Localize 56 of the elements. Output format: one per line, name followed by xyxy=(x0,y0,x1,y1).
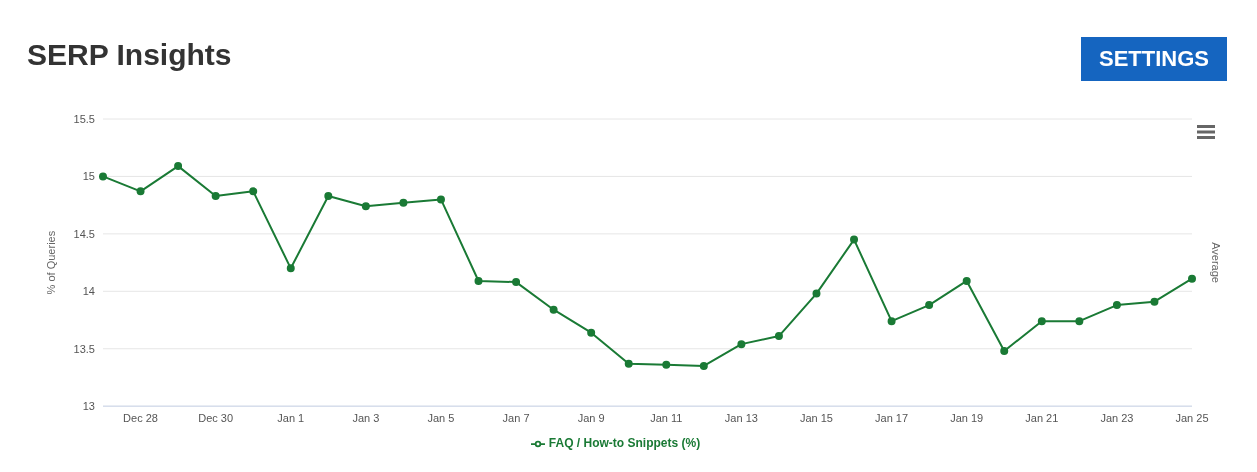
point xyxy=(249,187,258,196)
x-tick-label: Jan 21 xyxy=(1025,411,1059,424)
point xyxy=(361,202,370,211)
point xyxy=(436,195,445,204)
point xyxy=(1150,297,1159,306)
point xyxy=(174,162,183,171)
point xyxy=(399,198,408,207)
x-tick-label: Jan 1 xyxy=(277,411,305,424)
point xyxy=(587,328,596,337)
point xyxy=(1188,274,1196,283)
x-tick-label: Dec 28 xyxy=(123,411,158,424)
point xyxy=(549,305,558,314)
x-tick-label: Jan 19 xyxy=(950,411,984,424)
x-tick-label: Jan 7 xyxy=(502,411,530,424)
point xyxy=(324,191,333,200)
point xyxy=(925,301,934,310)
point xyxy=(99,172,107,181)
settings-button: SETTINGS xyxy=(1081,37,1227,81)
x-tick-label: Jan 25 xyxy=(1175,411,1209,424)
y-tick-label: 13.5 xyxy=(73,342,95,355)
point xyxy=(1000,347,1009,356)
point xyxy=(136,187,145,196)
x-tick-label: Jan 3 xyxy=(352,411,380,424)
y-tick-label: 15.5 xyxy=(73,112,95,125)
x-tick-label: Jan 23 xyxy=(1100,411,1134,424)
chart-title: SERP Insights xyxy=(27,38,232,72)
point xyxy=(774,332,783,341)
y-tick-label: 15 xyxy=(82,170,95,183)
point xyxy=(474,276,483,285)
point xyxy=(962,276,971,285)
y-tick-label: 13 xyxy=(82,400,95,413)
y2-axis-title: Average xyxy=(1210,242,1223,283)
x-tick-label: Jan 17 xyxy=(875,411,909,424)
point xyxy=(286,264,295,273)
point xyxy=(1075,317,1084,326)
x-tick-label: Jan 13 xyxy=(724,411,758,424)
x-tick-label: Jan 11 xyxy=(650,411,683,424)
x-tick-label: Jan 15 xyxy=(799,411,833,424)
point xyxy=(211,191,220,200)
point xyxy=(662,360,671,369)
x-tick-label: Jan 5 xyxy=(427,411,455,424)
point xyxy=(512,278,521,287)
point xyxy=(737,340,746,349)
point xyxy=(624,359,633,368)
y-tick-label: 14 xyxy=(82,285,95,298)
x-tick-label: Jan 9 xyxy=(577,411,605,424)
point xyxy=(1112,301,1121,310)
point xyxy=(1037,317,1046,326)
point xyxy=(699,361,708,370)
y-axis-title: % of Queries xyxy=(44,230,57,295)
x-tick-label: Dec 30 xyxy=(198,411,234,424)
y-tick-label: 14.5 xyxy=(73,227,95,240)
legend-label: FAQ / How-to Snippets (%) xyxy=(548,436,701,451)
point xyxy=(850,235,859,244)
point xyxy=(887,317,896,326)
point xyxy=(812,289,821,298)
